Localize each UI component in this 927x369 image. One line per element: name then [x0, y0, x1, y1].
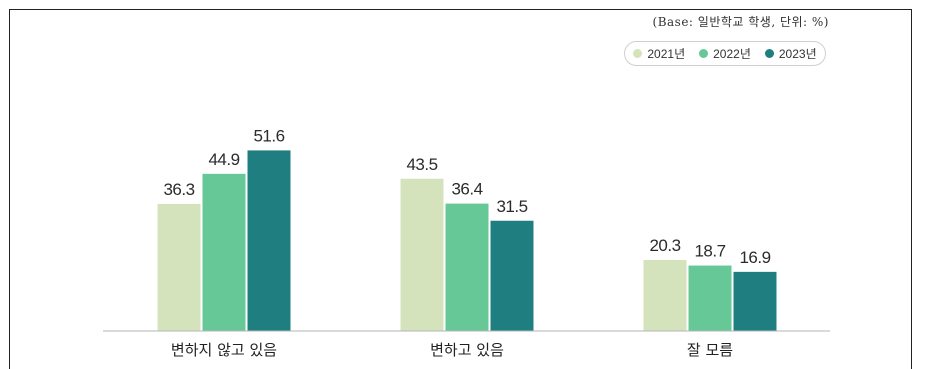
bar-value-label: 16.9 [739, 248, 770, 267]
legend-item-2023: 2023년 [764, 45, 817, 62]
bar-value-label: 20.3 [649, 236, 680, 255]
bar-value-label: 51.6 [253, 126, 284, 145]
legend-label: 2022년 [713, 47, 751, 61]
bar [643, 259, 687, 331]
base-note: (Base: 일반학교 학생, 단위: %) [652, 15, 829, 29]
legend-swatch [764, 49, 774, 58]
bar [157, 203, 201, 331]
legend-item-2021: 2021년 [633, 45, 685, 62]
bars-group [157, 150, 777, 331]
legend-swatch [633, 49, 643, 58]
legend-label: 2023년 [778, 47, 817, 61]
bar-value-label: 31.5 [496, 197, 527, 216]
bar [733, 271, 777, 331]
bar [445, 203, 489, 331]
labels-group: 36.3 44.9 51.6 변하지 않고 있음 43.5 36.4 31.5 변하고 있음 2… [163, 126, 771, 359]
legend-swatch [699, 49, 709, 58]
bar [688, 265, 732, 331]
bar-value-label: 36.4 [451, 180, 482, 199]
bar [400, 178, 444, 331]
bar-value-label: 43.5 [406, 155, 437, 174]
bar-value-label: 36.3 [163, 180, 194, 199]
legend: 2021년 2022년 2023년 [624, 41, 826, 66]
bar [247, 150, 291, 331]
bar [490, 220, 534, 331]
category-label: 변하지 않고 있음 [171, 341, 277, 359]
category-label: 변하고 있음 [430, 341, 504, 359]
legend-item-2022: 2022년 [699, 45, 751, 62]
chart-frame [9, 9, 912, 369]
bar-value-label: 44.9 [208, 150, 239, 169]
legend-label: 2021년 [647, 47, 686, 61]
bar-value-label: 18.7 [694, 242, 725, 261]
bar [202, 173, 246, 331]
category-label: 잘 모름 [687, 341, 733, 359]
